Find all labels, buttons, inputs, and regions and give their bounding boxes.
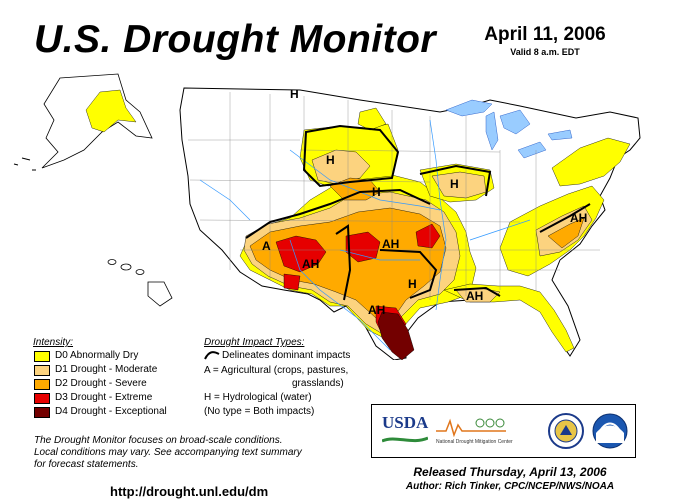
map-label-a-arizona: A (262, 239, 271, 253)
impact-agricultural: A = Agricultural (crops, pastures, (204, 365, 349, 376)
usda-logo: USDA (382, 413, 429, 432)
legend-swatch-d0 (34, 351, 50, 362)
impact-none: (No type = Both impacts) (204, 406, 315, 417)
commerce-seal-icon (548, 413, 584, 449)
legend-title: Intensity: (33, 337, 74, 348)
impact-line-label: Delineates dominant impacts (222, 350, 351, 361)
map-label-ah-georgia: AH (466, 289, 483, 303)
ndmc-logo-text: National Drought Mitigation Center (436, 439, 513, 445)
map-label-ah-texas: AH (368, 303, 385, 317)
note-line-2: Local conditions may vary. See accompany… (34, 447, 302, 458)
source-url[interactable]: http://drought.unl.edu/dm (110, 484, 269, 499)
legend-swatch-d3 (34, 393, 50, 404)
map-date: April 11, 2006 (484, 24, 606, 45)
legend-swatch-d2 (34, 379, 50, 390)
impact-hydrological: H = Hydrological (water) (204, 392, 312, 403)
note-line-1: The Drought Monitor focuses on broad-sca… (34, 435, 283, 446)
page-title: U.S. Drought Monitor (34, 18, 437, 61)
valid-time: Valid 8 a.m. EDT (510, 47, 580, 57)
d4-area (377, 311, 415, 360)
great-lakes (445, 99, 573, 159)
map-label-h-nebraska: H (372, 185, 381, 199)
legend-label-d3: D3 Drought - Extreme (55, 392, 153, 403)
map-label-h-dakota: H (326, 153, 335, 167)
impact-types-title: Drought Impact Types: (204, 337, 305, 348)
drought-map: H H H H A AH AH H AH AH AH (13, 73, 641, 360)
legend-label-d2: D2 Drought - Severe (55, 378, 147, 389)
map-label-ah-virginia: AH (570, 211, 587, 225)
map-label-h-wisconsin: H (450, 177, 459, 191)
impact-line-icon (204, 351, 220, 360)
map-label-h-arkansas: H (408, 277, 417, 291)
noaa-logo-icon (592, 413, 628, 449)
hawaii (107, 259, 173, 307)
author: Author: Rich Tinker, CPC/NCEP/NWS/NOAA (405, 481, 615, 492)
legend-label-d4: D4 Drought - Exceptional (55, 406, 167, 417)
legend-label-d0: D0 Abnormally Dry (55, 350, 139, 361)
impact-lines (245, 124, 591, 301)
usda-swoosh-icon (382, 436, 428, 443)
alaska (13, 73, 153, 171)
legend-label-d1: D1 Drought - Moderate (55, 364, 158, 375)
map-label-h-montana: H (290, 87, 299, 101)
legend-swatch-d1 (34, 365, 50, 376)
disclaimer-note: The Drought Monitor focuses on broad-sca… (34, 435, 364, 471)
legend-swatch-d4 (34, 407, 50, 418)
ndmc-logo-icon (436, 418, 506, 437)
impact-agricultural-cont: grasslands) (292, 378, 344, 389)
note-line-3: for forecast statements. (34, 459, 139, 470)
map-label-ah-oklahoma: AH (382, 237, 399, 251)
map-label-ah-new-mexico: AH (302, 257, 319, 271)
release-date: Released Thursday, April 13, 2006 (413, 465, 607, 479)
rivers (199, 119, 531, 351)
partner-logos: USDA National Drought Mitigation Center (371, 404, 636, 458)
